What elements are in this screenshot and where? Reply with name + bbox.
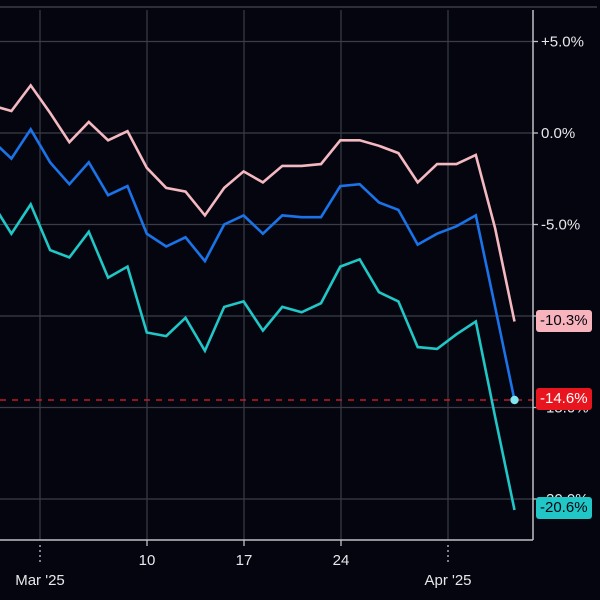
end-label-blue: -14.6% xyxy=(536,388,592,410)
y-tick-label: +5.0% xyxy=(541,34,584,51)
x-tick-label: 17 xyxy=(236,552,253,569)
x-month-label: Apr '25 xyxy=(424,572,471,589)
x-month-label: Mar '25 xyxy=(15,572,65,589)
x-tick-label: 10 xyxy=(139,552,156,569)
end-label-teal: -20.6% xyxy=(536,497,592,519)
y-tick-label: 0.0% xyxy=(541,125,575,142)
x-tick-label: 24 xyxy=(333,552,350,569)
last-point-marker xyxy=(510,395,519,405)
series-line-pink xyxy=(0,83,516,322)
x-axis-ticks: Mar '25 10 17 24 Apr '25 xyxy=(15,540,472,589)
y-axis-ticks: +5.0%0.0%-5.0%-10.0%-15.0%-20.0% xyxy=(533,34,589,508)
series-line-blue xyxy=(0,126,516,401)
end-label-pink: -10.3% xyxy=(536,310,592,332)
series-lines xyxy=(0,83,519,511)
series-line-teal xyxy=(0,201,516,511)
y-tick-label: -5.0% xyxy=(541,217,580,234)
grid-lines xyxy=(0,10,533,540)
